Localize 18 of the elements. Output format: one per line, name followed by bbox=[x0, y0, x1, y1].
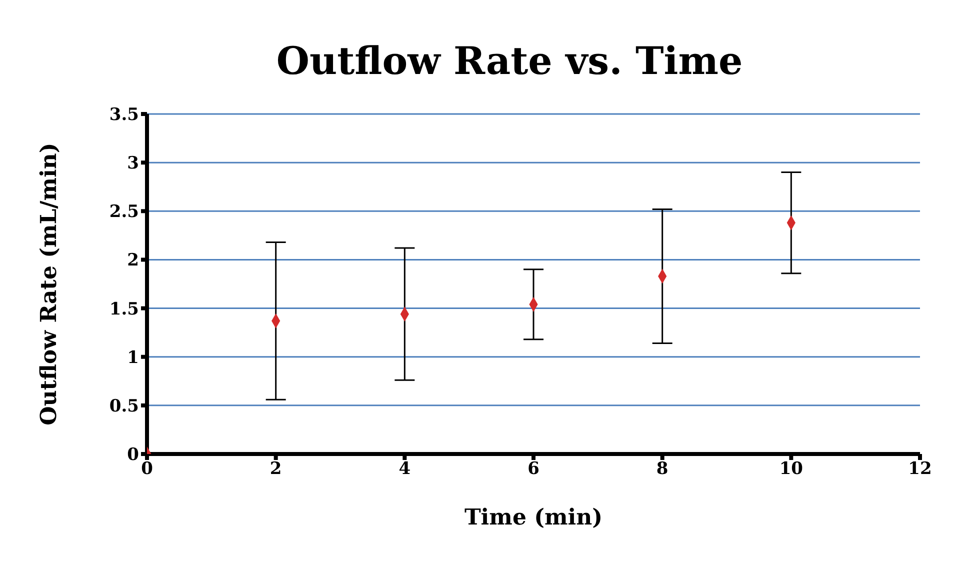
x-tick-label: 8 bbox=[656, 459, 668, 480]
chart-title: Outflow Rate vs. Time bbox=[275, 38, 744, 83]
x-tick-label: 10 bbox=[779, 459, 804, 480]
y-tick-label: 2 bbox=[127, 250, 139, 271]
x-tick-label: 2 bbox=[270, 459, 282, 480]
x-tick-label: 4 bbox=[398, 459, 411, 480]
y-tick-label: 0.5 bbox=[109, 396, 139, 416]
x-tick-label: 0 bbox=[141, 459, 154, 480]
y-tick-label: 1.5 bbox=[109, 299, 139, 320]
y-tick-label: 2.5 bbox=[109, 202, 139, 222]
y-tick-label: 0 bbox=[127, 445, 140, 466]
y-axis-title: Outflow Rate (mL/min) bbox=[36, 142, 62, 426]
y-tick-label: 3 bbox=[127, 154, 139, 174]
x-tick-label: 6 bbox=[528, 459, 540, 480]
y-tick-label: 1 bbox=[127, 348, 139, 368]
x-tick-label: 12 bbox=[908, 459, 932, 480]
x-axis-title: Time (min) bbox=[464, 504, 603, 531]
y-tick-label: 3.5 bbox=[109, 105, 139, 126]
